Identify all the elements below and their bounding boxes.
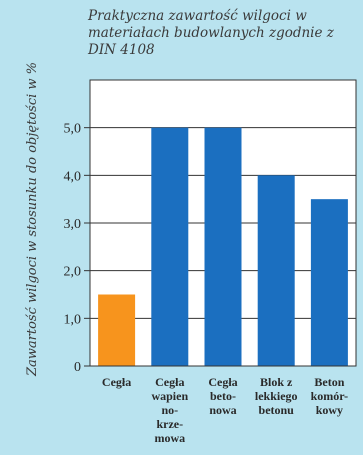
y-tick-label: 2,0 <box>64 265 82 280</box>
x-tick-label: Cegła wapien no-krze-mowa <box>151 375 188 445</box>
bar <box>151 127 189 367</box>
y-tick-label: 4,0 <box>64 169 82 184</box>
bar <box>257 175 295 366</box>
bar <box>310 199 348 366</box>
y-tick-label: 5,0 <box>64 122 82 137</box>
y-tick-label: 1,0 <box>64 312 82 327</box>
plot-frame <box>89 79 357 367</box>
x-tick-label: Cegła beto-nowa <box>208 375 237 417</box>
x-tick-label: Blok z lekkiego betonu <box>255 375 298 417</box>
x-tick-label: Cegła <box>102 375 131 389</box>
bar <box>98 294 136 366</box>
bar <box>204 127 242 367</box>
x-tick-label: Beton komór-kowy <box>311 375 349 417</box>
chart-title: Praktyczna zawartość wilgoci w materiała… <box>88 8 334 58</box>
y-tick-label: 0 <box>74 360 81 375</box>
y-tick-label: 3,0 <box>64 217 82 232</box>
